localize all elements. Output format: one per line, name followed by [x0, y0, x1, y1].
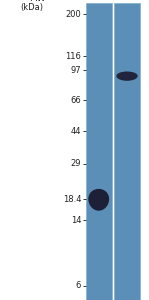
Text: 200: 200 [65, 10, 81, 19]
Ellipse shape [116, 71, 138, 81]
Text: 6: 6 [76, 281, 81, 290]
Text: 29: 29 [71, 159, 81, 168]
Ellipse shape [88, 189, 109, 211]
Text: 97: 97 [71, 66, 81, 75]
Text: 14: 14 [71, 216, 81, 225]
Bar [86, 3, 112, 300]
Text: (kDa): (kDa) [20, 3, 43, 12]
Text: 18.4: 18.4 [63, 194, 81, 203]
Bar [114, 3, 140, 300]
Text: 66: 66 [70, 95, 81, 104]
Text: 116: 116 [65, 52, 81, 61]
Text: MW: MW [29, 0, 46, 3]
Text: 44: 44 [71, 127, 81, 136]
